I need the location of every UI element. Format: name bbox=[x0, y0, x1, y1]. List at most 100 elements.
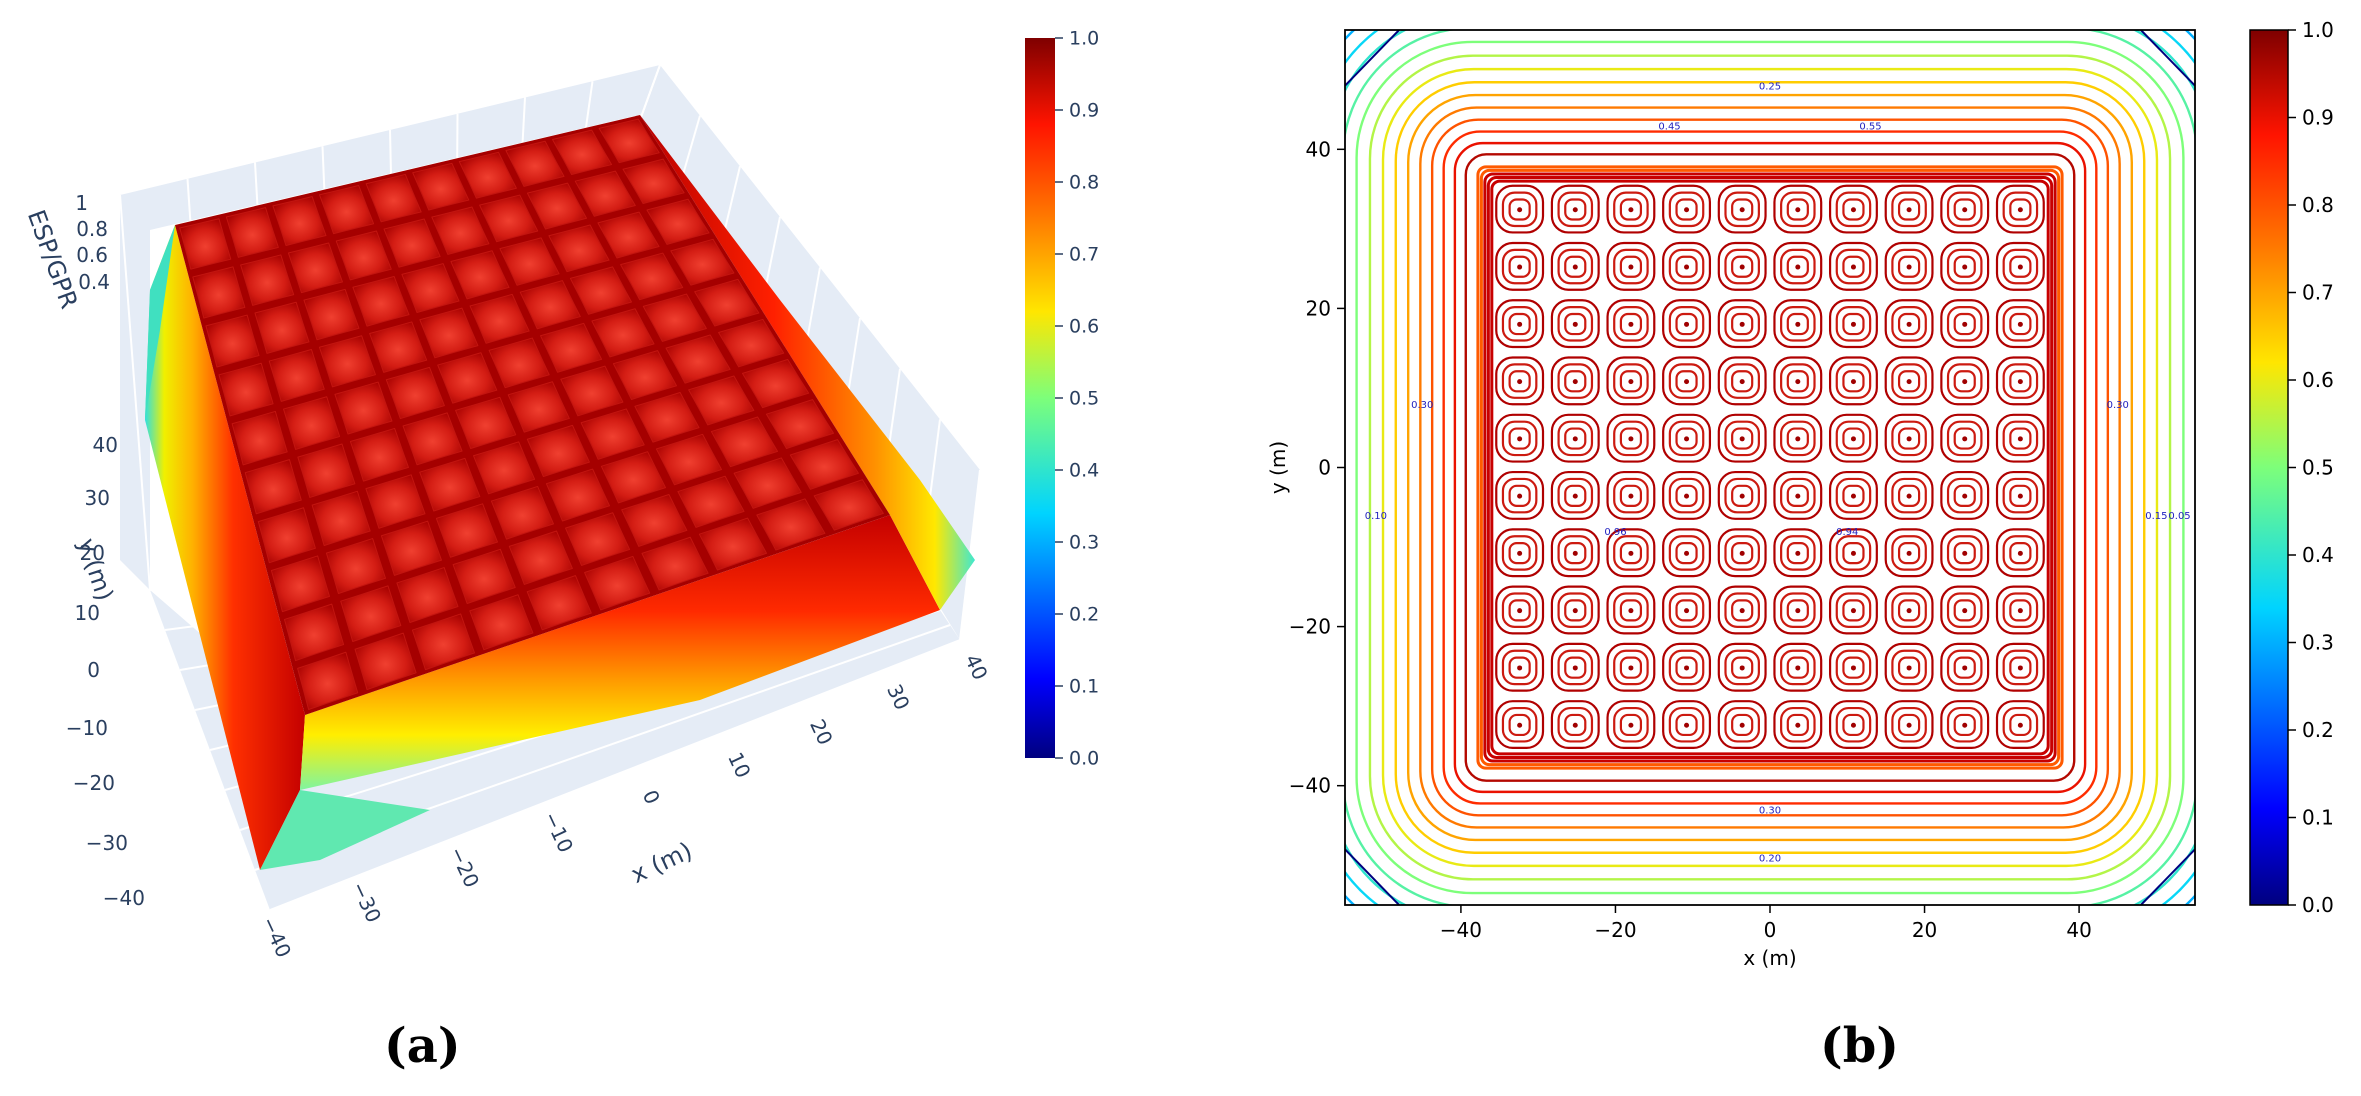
a-colorbar-label: 0.7 bbox=[1069, 244, 1099, 266]
b-cell-contour bbox=[1842, 484, 1865, 507]
a-surface-cell bbox=[565, 512, 631, 566]
a-surface-cell bbox=[240, 254, 295, 306]
b-contour-corner bbox=[2140, 30, 2195, 87]
a-surface-cell bbox=[552, 129, 613, 176]
a-surface-cell bbox=[718, 318, 785, 368]
b-cell-contour bbox=[1891, 649, 1927, 686]
b-cell-peak bbox=[1850, 608, 1856, 614]
b-cell-contour bbox=[1828, 299, 1878, 349]
a-surface-cell bbox=[505, 140, 565, 187]
a-x-tick-label: 20 bbox=[805, 715, 838, 748]
a-colorbar-label: 0.1 bbox=[1069, 676, 1099, 698]
b-cell-contour bbox=[1606, 700, 1656, 750]
b-cell-contour bbox=[1731, 312, 1754, 336]
b-cell-peak bbox=[1739, 722, 1745, 728]
b-cell-contour bbox=[1835, 420, 1872, 457]
b-cell-contour bbox=[1953, 255, 1976, 278]
b-cell-peak bbox=[1572, 321, 1578, 327]
b-y-tick-label: −20 bbox=[1289, 615, 1331, 639]
b-cell-contour bbox=[1946, 420, 1983, 457]
a-x-tick-label: −30 bbox=[347, 878, 387, 926]
a-surface-cell bbox=[598, 118, 660, 164]
a-surface-cell bbox=[600, 451, 667, 504]
b-cell-contour bbox=[1773, 241, 1823, 291]
b-cell-contour bbox=[1897, 541, 1921, 565]
b-cell-contour bbox=[1842, 427, 1865, 450]
a-grid-line bbox=[119, 194, 151, 591]
b-cell-contour bbox=[2009, 370, 2032, 393]
b-cell-contour bbox=[1508, 370, 1531, 393]
a-surface-cell bbox=[254, 301, 310, 354]
b-cell-contour bbox=[1508, 713, 1531, 737]
a-z-tick-label: 1 bbox=[75, 191, 88, 215]
b-contour-corner bbox=[1345, 848, 1400, 905]
a-surface-cell bbox=[622, 158, 685, 205]
b-cell-peak bbox=[1684, 321, 1690, 327]
b-cell-contour bbox=[1508, 541, 1531, 565]
b-cell-contour bbox=[2002, 649, 2039, 686]
b-cell-peak bbox=[1572, 722, 1578, 728]
b-cell-contour bbox=[1786, 312, 1809, 336]
b-cell-peak bbox=[1684, 264, 1690, 270]
b-cell-contour bbox=[2002, 477, 2039, 514]
b-colorbar-label: 0.3 bbox=[2302, 631, 2334, 655]
panel-b-label: (b) bbox=[1820, 1018, 1899, 1074]
a-surface-cell bbox=[450, 250, 510, 300]
b-cell-contour bbox=[1773, 299, 1823, 349]
b-y-tick-label: 40 bbox=[1306, 137, 1331, 161]
b-cell-contour bbox=[1557, 363, 1594, 399]
a-surface-cell bbox=[526, 424, 590, 478]
b-cell-peak bbox=[1517, 608, 1523, 614]
b-cell-contour bbox=[1557, 306, 1594, 342]
b-cell-contour bbox=[1564, 713, 1587, 737]
b-cell-contour bbox=[1884, 585, 1934, 635]
b-cell-peak bbox=[1962, 207, 1968, 213]
b-cell-peak bbox=[1572, 608, 1578, 614]
b-cell-contour bbox=[1835, 592, 1872, 628]
b-cell-contour bbox=[1662, 299, 1712, 349]
b-cell-contour bbox=[1731, 713, 1754, 737]
b-cell-contour bbox=[1884, 241, 1934, 291]
b-cell-contour bbox=[1606, 299, 1656, 349]
b-cell-contour bbox=[1884, 413, 1934, 463]
b-cell-peak bbox=[1572, 264, 1578, 270]
b-cell-contour bbox=[1891, 535, 1927, 571]
b-cell-contour bbox=[1940, 184, 1990, 234]
a-colorbar-label: 1.0 bbox=[1069, 28, 1099, 50]
b-contour-corner bbox=[2140, 848, 2195, 905]
b-cell-contour bbox=[1953, 198, 1976, 221]
b-cell-contour bbox=[1946, 363, 1983, 399]
b-cell-peak bbox=[1572, 493, 1578, 499]
a-surface-cell bbox=[365, 173, 422, 223]
b-cell-contour bbox=[1495, 299, 1545, 349]
a-y-tick-label: −30 bbox=[86, 831, 128, 855]
b-cell-contour bbox=[1550, 184, 1600, 234]
a-surface-cell bbox=[612, 350, 678, 400]
b-cell-contour bbox=[1835, 191, 1872, 228]
a-x-tick-label: 30 bbox=[882, 680, 915, 713]
b-contour-line bbox=[1430, 118, 2110, 817]
a-surface-cell bbox=[742, 359, 810, 409]
b-cell-contour bbox=[1891, 420, 1927, 457]
a-surface-cell bbox=[526, 575, 592, 631]
b-cell-peak bbox=[1795, 207, 1801, 213]
b-cell-contour bbox=[1780, 649, 1816, 686]
b-cell-contour bbox=[1773, 356, 1823, 406]
b-cell-contour bbox=[1564, 427, 1587, 450]
b-x-tick-label: 40 bbox=[2066, 918, 2091, 942]
b-cell-contour bbox=[1495, 470, 1545, 520]
a-surface-cell bbox=[670, 238, 735, 286]
b-cell-contour bbox=[1557, 477, 1594, 514]
b-cell-peak bbox=[1906, 550, 1912, 556]
b-cell-contour bbox=[1953, 427, 1976, 450]
b-cell-peak bbox=[1572, 436, 1578, 442]
a-y-tick-label: −20 bbox=[73, 771, 115, 795]
b-cell-contour bbox=[2009, 541, 2032, 565]
a-y-axis-title: y (m) bbox=[72, 535, 118, 604]
b-cell-peak bbox=[1517, 379, 1523, 385]
b-colorbar-label: 0.4 bbox=[2302, 543, 2334, 567]
a-surface-cell bbox=[419, 457, 481, 512]
b-cell-contour bbox=[1842, 370, 1865, 393]
a-surface-cell bbox=[452, 548, 516, 604]
b-cell-contour bbox=[1619, 255, 1643, 278]
